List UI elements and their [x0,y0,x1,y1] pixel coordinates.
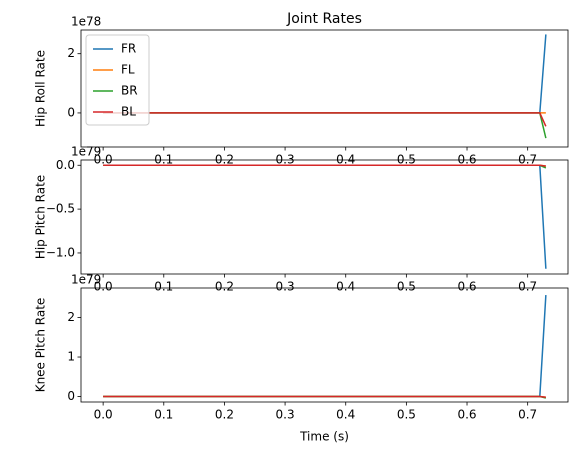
y-tick-label: 0.0 [56,158,75,172]
plot-area [103,34,547,139]
x-tick-label: 0.5 [397,153,416,167]
offset-label: 1e79 [71,273,101,287]
legend-label: BL [121,105,136,119]
x-tick-label: 0.1 [154,280,173,294]
axes-frame [80,29,569,148]
y-tick-label: 2 [67,46,75,60]
axes-frame [80,159,569,275]
x-tick-label: 0.2 [215,408,234,422]
offset-label: 1e79 [71,145,101,159]
x-axis-label: Time (s) [299,430,349,444]
x-tick-label: 0.4 [336,153,355,167]
x-tick-label: 0.6 [457,408,476,422]
x-tick-label: 0.6 [457,280,476,294]
x-tick-label: 0.6 [457,153,476,167]
x-tick-label: 0.5 [397,408,416,422]
plot-area [103,164,547,269]
y-tick-label: 2 [67,310,75,324]
series-line [103,112,547,139]
series-line [103,164,546,167]
legend-label: FR [121,42,136,56]
x-tick-label: 0.3 [276,408,295,422]
x-tick-label: 0.5 [397,280,416,294]
offset-label: 1e78 [71,15,101,29]
legend-label: FL [121,63,135,77]
y-tick-label: −1.0 [46,245,75,259]
y-tick-label: 1 [67,350,75,364]
y-tick-label: −0.5 [46,202,75,216]
series-line [103,395,546,399]
legend-box [85,34,150,126]
x-tick-label: 0.2 [215,153,234,167]
x-tick-label: 0.7 [518,153,537,167]
y-tick-label: 0 [67,389,75,403]
x-tick-label: 0.0 [94,153,113,167]
x-tick-label: 0.4 [336,408,355,422]
x-tick-label: 0.0 [94,280,113,294]
series-line [103,34,547,114]
chart-title: Joint Rates [286,11,362,27]
series-line [103,295,547,398]
y-axis-label: Hip Roll Rate [34,50,48,127]
series-line [103,164,547,269]
y-axis-label: Knee Pitch Rate [34,298,48,393]
legend-label: BR [121,84,138,98]
x-tick-label: 0.3 [276,280,295,294]
x-tick-label: 0.3 [276,153,295,167]
x-tick-label: 0.0 [94,408,113,422]
y-axis-label: Hip Pitch Rate [34,175,48,259]
y-tick-label: 0 [67,105,75,119]
x-tick-label: 0.2 [215,280,234,294]
x-tick-label: 0.4 [336,280,355,294]
x-tick-label: 0.7 [518,280,537,294]
x-tick-label: 0.1 [154,153,173,167]
plot-area [103,295,547,399]
x-tick-label: 0.7 [518,408,537,422]
x-tick-label: 0.1 [154,408,173,422]
series-line [103,112,547,127]
axes-frame [80,287,569,403]
